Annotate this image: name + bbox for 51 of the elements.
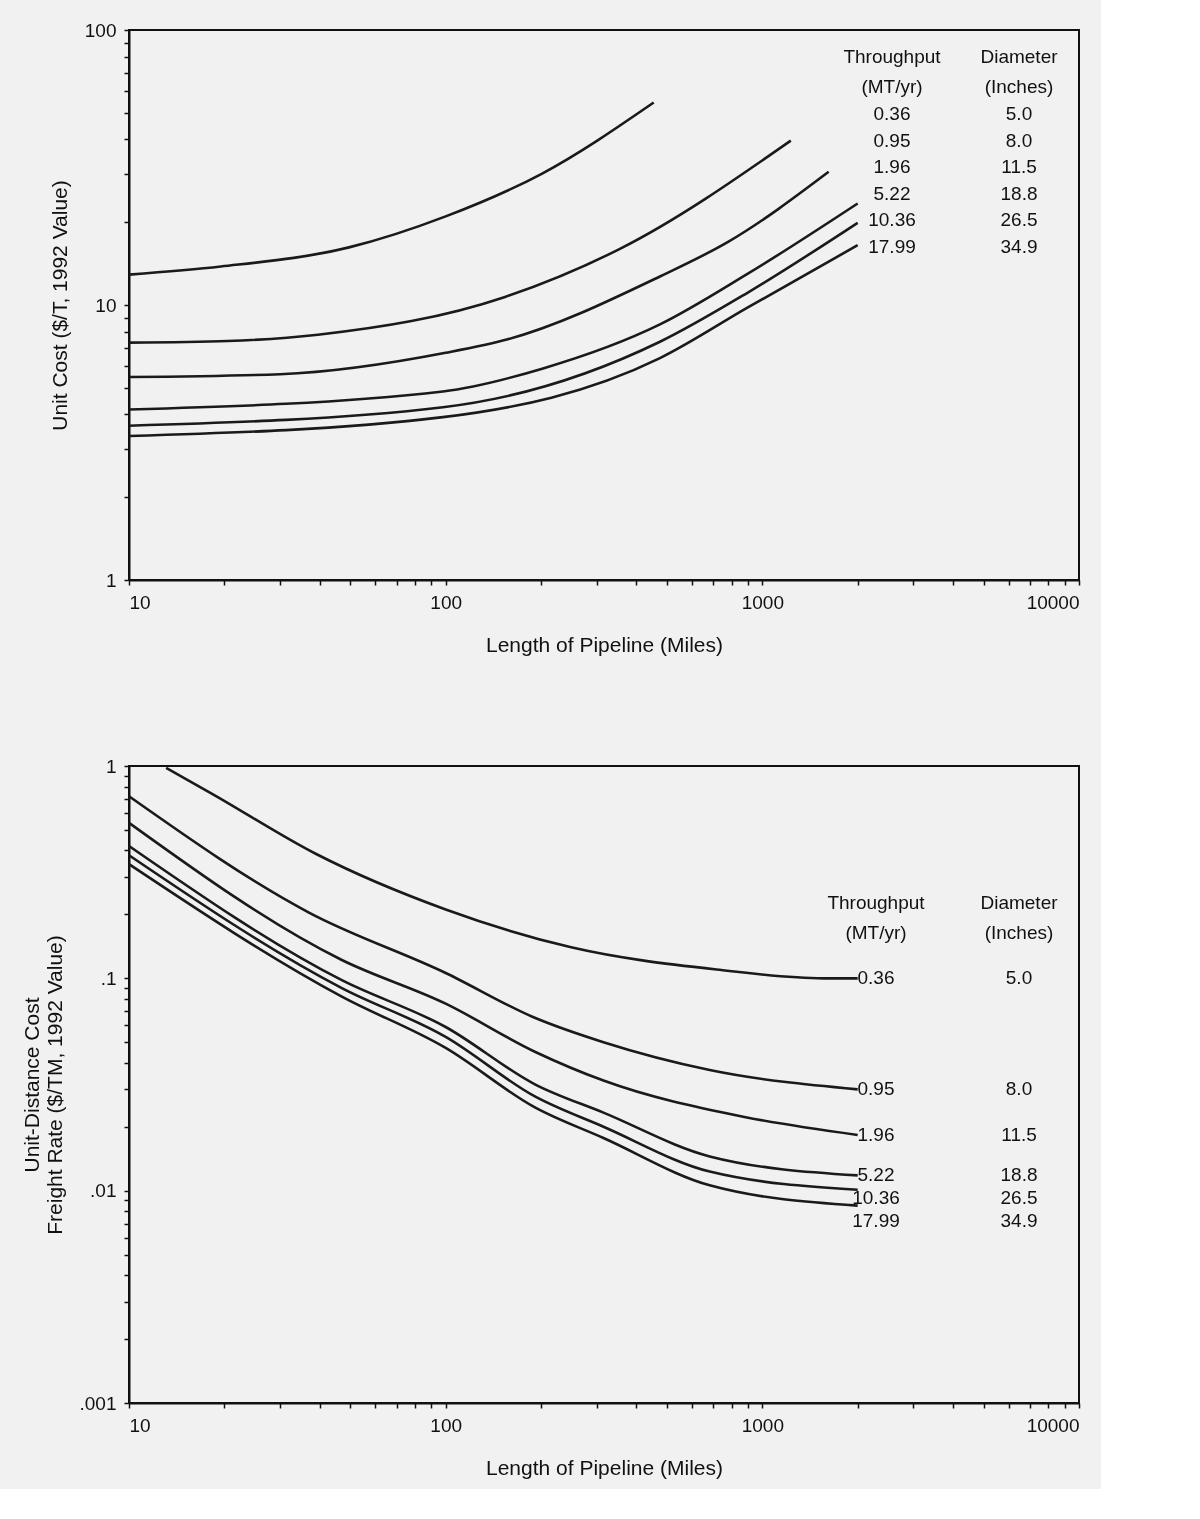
annotation: 18.8: [1000, 182, 1038, 204]
y-tick-label: .1: [100, 967, 117, 989]
annotation: 26.5: [1000, 209, 1038, 230]
annotation: (Inches): [984, 922, 1054, 944]
annotation: (Inches): [984, 76, 1054, 97]
y-tick-label: 10: [95, 294, 117, 316]
x-tick-label: 1000: [741, 1414, 784, 1436]
annotation: Throughput: [827, 892, 926, 914]
text: 1.96: [873, 156, 911, 177]
annotation: 8.0: [1005, 129, 1033, 151]
y-tick-label: 1: [105, 569, 117, 591]
annotation: 34.9: [1000, 1210, 1038, 1232]
series-label: 0.36: [857, 967, 895, 989]
x-tick-label: 100: [430, 1414, 463, 1436]
series-label: 10.36: [852, 1187, 900, 1209]
annotation: (MT/yr): [861, 76, 923, 97]
series-label: 0.95: [857, 1078, 895, 1100]
annotation: 5.0: [1005, 103, 1033, 124]
x-axis-title: Length of Pipeline (Miles): [486, 632, 723, 656]
annotation: 11.5: [1001, 1123, 1037, 1145]
series-label: 5.22: [873, 182, 911, 204]
x-tick-label: 100: [430, 591, 463, 613]
x-tick-label: 10: [129, 1414, 151, 1436]
annotation: Throughput: [843, 46, 942, 67]
text: 0.36: [873, 103, 911, 124]
annotation: Diameter: [980, 892, 1059, 914]
annotation: 26.5: [1000, 1187, 1038, 1209]
x-axis-title: Length of Pipeline (Miles): [486, 1455, 723, 1479]
annotation: (MT/yr): [845, 922, 907, 944]
annotation: 5.0: [1005, 967, 1033, 989]
series-label: 17.99: [852, 1210, 900, 1232]
y-tick-label: .01: [90, 1180, 117, 1202]
annotation: 11.5: [1001, 156, 1037, 177]
x-tick-label: 10000: [1026, 591, 1080, 613]
x-tick-label: 1000: [741, 591, 784, 613]
series-label: 10.36: [868, 209, 916, 230]
y-axis-title: Unit Cost ($/T, 1992 Value): [47, 180, 71, 431]
y-tick-label: 100: [84, 19, 117, 41]
annotation: 18.8: [1000, 1164, 1038, 1186]
y-axis-title: Unit-Distance Cost Freight Rate ($/TM, 1992 Value): [19, 935, 66, 1235]
y-tick-label: .001: [79, 1392, 117, 1414]
x-tick-label: 10000: [1026, 1414, 1080, 1436]
series-label: 5.22: [857, 1164, 895, 1186]
text: 0.95: [873, 129, 911, 151]
annotation: 34.9: [1000, 235, 1038, 257]
y-tick-label: 1: [105, 755, 117, 777]
series-label: 1.96: [857, 1123, 895, 1145]
annotation: Diameter: [980, 46, 1059, 67]
annotation: 8.0: [1005, 1078, 1033, 1100]
x-tick-label: 10: [129, 591, 151, 613]
series-label: 17.99: [868, 235, 916, 257]
